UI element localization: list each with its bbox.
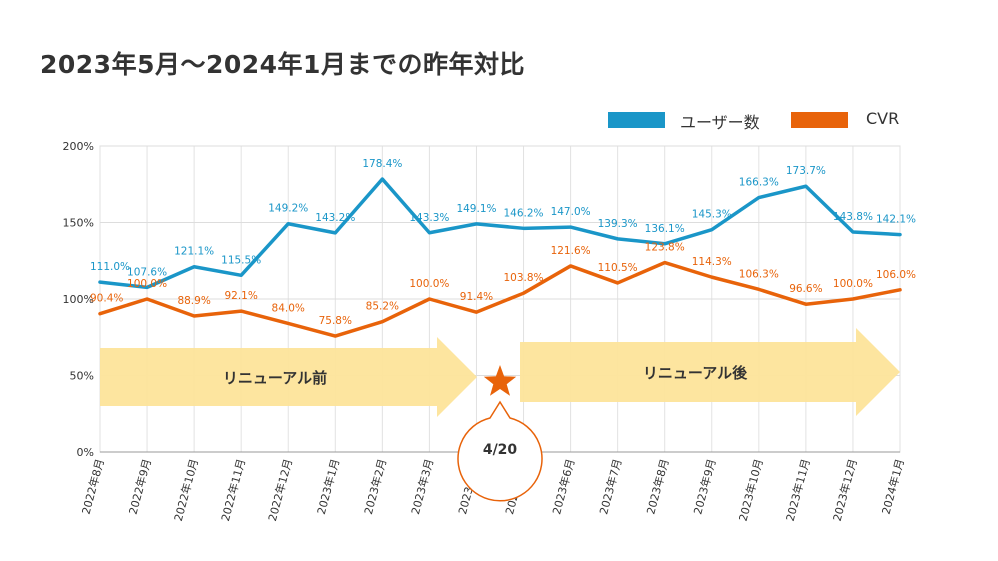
after-arrow-label: リニューアル後 [643, 364, 748, 382]
data-label-users: 145.3% [692, 209, 732, 221]
data-label-cvr: 90.4% [90, 293, 123, 305]
data-label-users: 111.0% [90, 261, 130, 273]
data-label-cvr: 84.0% [272, 302, 305, 314]
data-label-users: 149.1% [456, 203, 496, 215]
x-tick-label: 2023年9月 [690, 457, 718, 516]
x-tick-label: 2023年2月 [361, 457, 389, 516]
x-tick-label: 2023年10月 [736, 457, 766, 522]
data-label-cvr: 110.5% [598, 262, 638, 274]
data-label-cvr: 114.3% [692, 256, 732, 268]
y-tick-label: 100% [63, 293, 94, 306]
data-label-users: 146.2% [504, 207, 544, 219]
legend-label-users: ユーザー数 [680, 113, 760, 132]
after-arrow [520, 328, 900, 416]
data-label-cvr: 123.8% [645, 242, 685, 254]
data-label-users: 139.3% [598, 218, 638, 230]
data-label-cvr: 106.3% [739, 268, 779, 280]
data-label-cvr: 88.9% [177, 295, 210, 307]
before-arrow [100, 337, 477, 417]
data-label-cvr: 100.0% [127, 278, 167, 290]
data-label-cvr: 100.0% [833, 278, 873, 290]
data-label-users: 143.3% [409, 212, 449, 224]
y-tick-label: 50% [70, 370, 94, 383]
data-label-users: 147.0% [551, 206, 591, 218]
x-tick-label: 2023年3月 [408, 457, 436, 516]
series-line-users [98, 177, 902, 290]
data-label-cvr: 103.8% [504, 272, 544, 284]
x-tick-label: 2023年7月 [596, 457, 624, 516]
data-label-users: 143.8% [833, 211, 873, 223]
data-label-cvr: 92.1% [224, 290, 257, 302]
data-label-cvr: 106.0% [876, 269, 916, 281]
data-label-users: 149.2% [268, 203, 308, 215]
x-tick-label: 2023年8月 [643, 457, 671, 516]
y-tick-label: 0% [77, 446, 94, 459]
x-tick-label: 2024年1月 [879, 457, 907, 516]
data-label-users: 166.3% [739, 177, 779, 189]
x-tick-label: 2023年12月 [830, 457, 860, 522]
data-label-users: 173.7% [786, 165, 826, 177]
y-tick-label: 200% [63, 140, 94, 153]
data-label-cvr: 85.2% [366, 301, 399, 313]
x-tick-label: 2023年6月 [549, 457, 577, 516]
data-label-users: 143.2% [315, 212, 355, 224]
date-callout-bubble [457, 400, 543, 502]
y-tick-label: 150% [63, 217, 94, 230]
x-tick-label: 2023年1月 [314, 457, 342, 516]
data-label-users: 107.6% [127, 266, 167, 278]
data-label-cvr: 100.0% [409, 278, 449, 290]
data-label-users: 136.1% [645, 223, 685, 235]
x-tick-label: 2022年10月 [171, 457, 201, 522]
x-tick-label: 2022年12月 [265, 457, 295, 522]
x-tick-label: 2022年8月 [79, 457, 107, 516]
x-tick-label: 2022年9月 [126, 457, 154, 516]
before-arrow-label: リニューアル前 [223, 369, 327, 387]
x-tick-label: 2022年11月 [218, 457, 248, 522]
data-label-users: 115.5% [221, 254, 261, 266]
data-label-cvr: 96.6% [789, 283, 822, 295]
series-line-cvr [98, 260, 902, 338]
data-label-users: 142.1% [876, 214, 916, 226]
date-callout-label: 4/20 [483, 442, 518, 458]
data-label-cvr: 121.6% [551, 245, 591, 257]
legend-swatch-cvr [791, 112, 848, 128]
data-label-cvr: 91.4% [460, 291, 493, 303]
legend-swatch-users [608, 112, 665, 128]
x-tick-label: 2023年11月 [783, 457, 813, 522]
data-label-cvr: 75.8% [319, 315, 352, 327]
data-label-users: 178.4% [362, 158, 402, 170]
legend-label-cvr: CVR [866, 109, 900, 128]
chart-title: 2023年5月〜2024年1月までの昨年対比 [40, 50, 525, 79]
star-marker [483, 365, 517, 396]
data-label-users: 121.1% [174, 246, 214, 258]
